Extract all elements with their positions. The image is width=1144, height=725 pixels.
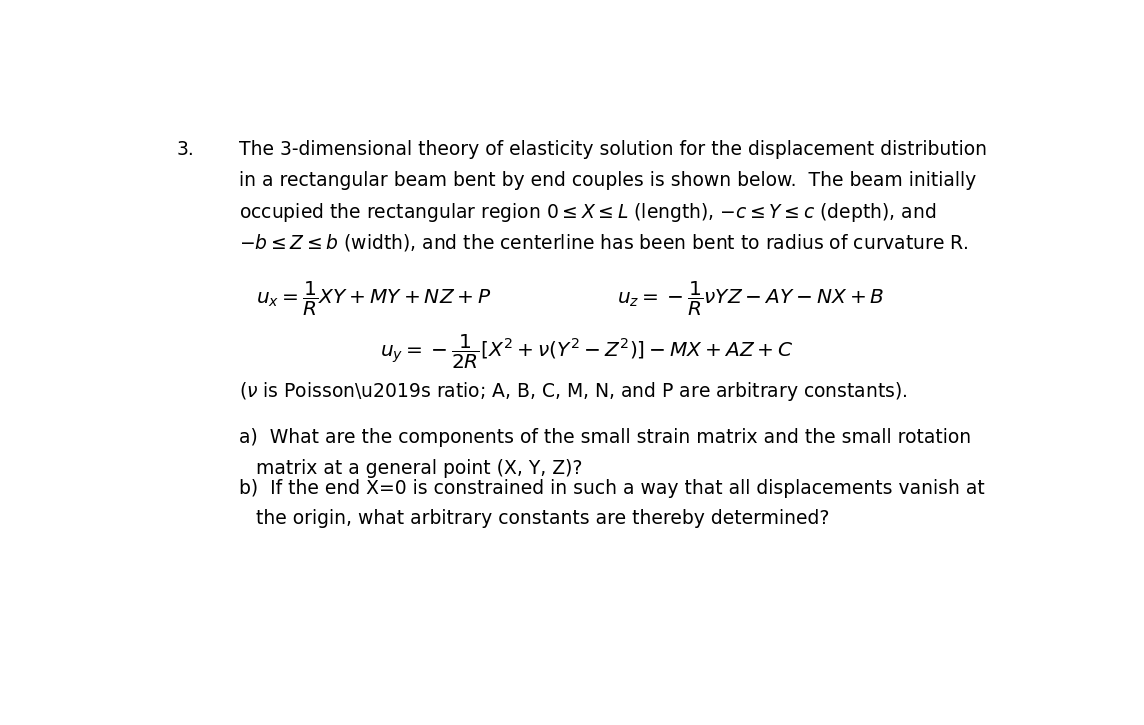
- Text: $-b \leq Z \leq b$ (width), and the centerline has been bent to radius of curvat: $-b \leq Z \leq b$ (width), and the cent…: [239, 232, 969, 253]
- Text: matrix at a general point (X, Y, Z)?: matrix at a general point (X, Y, Z)?: [256, 459, 582, 478]
- Text: the origin, what arbitrary constants are thereby determined?: the origin, what arbitrary constants are…: [256, 510, 829, 529]
- Text: a)  What are the components of the small strain matrix and the small rotation: a) What are the components of the small …: [239, 428, 971, 447]
- Text: occupied the rectangular region $0 \leq X \leq L$ (length), $-c \leq Y \leq c$ (: occupied the rectangular region $0 \leq …: [239, 202, 936, 225]
- Text: b)  If the end X=0 is constrained in such a way that all displacements vanish at: b) If the end X=0 is constrained in such…: [239, 478, 985, 497]
- Text: ($\nu$ is Poisson\u2019s ratio; A, B, C, M, N, and P are arbitrary constants).: ($\nu$ is Poisson\u2019s ratio; A, B, C,…: [239, 380, 907, 403]
- Text: $u_z = -\dfrac{1}{R}\nu YZ - AY - NX + B$: $u_z = -\dfrac{1}{R}\nu YZ - AY - NX + B…: [617, 280, 884, 318]
- Text: $u_x = \dfrac{1}{R}XY + MY + NZ + P$: $u_x = \dfrac{1}{R}XY + MY + NZ + P$: [256, 280, 491, 318]
- Text: in a rectangular beam bent by end couples is shown below.  The beam initially: in a rectangular beam bent by end couple…: [239, 171, 976, 190]
- Text: The 3-dimensional theory of elasticity solution for the displacement distributio: The 3-dimensional theory of elasticity s…: [239, 140, 987, 159]
- Text: $u_y = -\dfrac{1}{2R}[X^2 + \nu(Y^2 - Z^2)] - MX + AZ + C$: $u_y = -\dfrac{1}{2R}[X^2 + \nu(Y^2 - Z^…: [380, 333, 793, 371]
- Text: 3.: 3.: [176, 140, 194, 159]
